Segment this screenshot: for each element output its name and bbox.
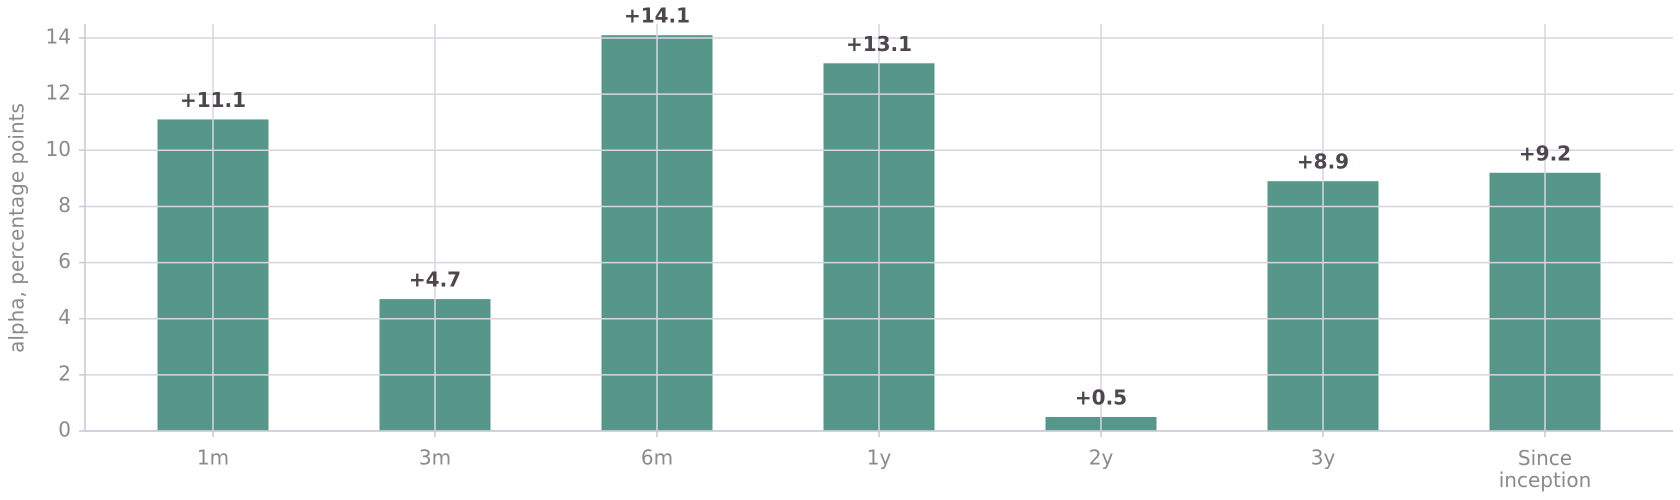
y-tick-label: 2 xyxy=(58,361,71,385)
y-tick-label: 12 xyxy=(46,81,71,105)
x-tick-label: 1y xyxy=(867,446,892,470)
y-tick-label: 0 xyxy=(58,418,71,442)
x-tick-label: 3y xyxy=(1311,446,1336,470)
x-tick-label: 1m xyxy=(197,446,229,470)
value-label: +0.5 xyxy=(1075,385,1127,409)
y-tick-label: 14 xyxy=(46,25,71,49)
value-label: +14.1 xyxy=(624,4,690,28)
y-tick-label: 6 xyxy=(58,249,71,273)
y-axis-label: alpha, percentage points xyxy=(5,103,29,353)
value-label: +13.1 xyxy=(846,32,912,56)
value-label: +4.7 xyxy=(409,268,461,292)
x-tick-label: 6m xyxy=(641,446,673,470)
value-label: +9.2 xyxy=(1519,141,1571,165)
y-tick-label: 4 xyxy=(58,305,71,329)
y-tick-label: 10 xyxy=(46,137,71,161)
x-tick-label: 3m xyxy=(419,446,451,470)
x-tick-label: Since inception xyxy=(1499,446,1592,492)
value-label: +8.9 xyxy=(1297,150,1349,174)
y-tick-label: 8 xyxy=(58,193,71,217)
value-label: +11.1 xyxy=(180,88,246,112)
x-tick-label: 2y xyxy=(1089,446,1114,470)
